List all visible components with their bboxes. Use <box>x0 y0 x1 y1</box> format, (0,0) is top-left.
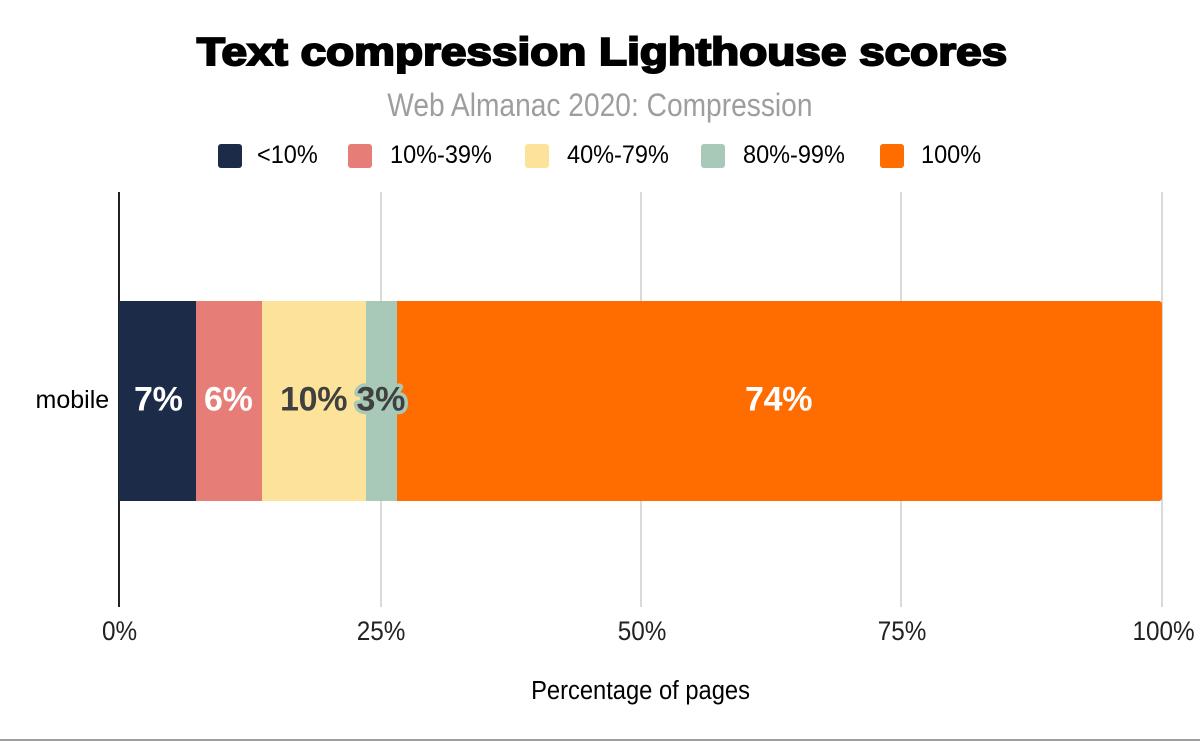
svg-text:6%: 6% <box>204 381 253 419</box>
svg-text:7%: 7% <box>134 381 183 419</box>
svg-text:3%: 3% <box>357 381 406 419</box>
svg-text:74%: 74% <box>745 381 812 419</box>
svg-text:mobile: mobile <box>36 386 110 414</box>
svg-text:10%: 10% <box>280 381 347 419</box>
